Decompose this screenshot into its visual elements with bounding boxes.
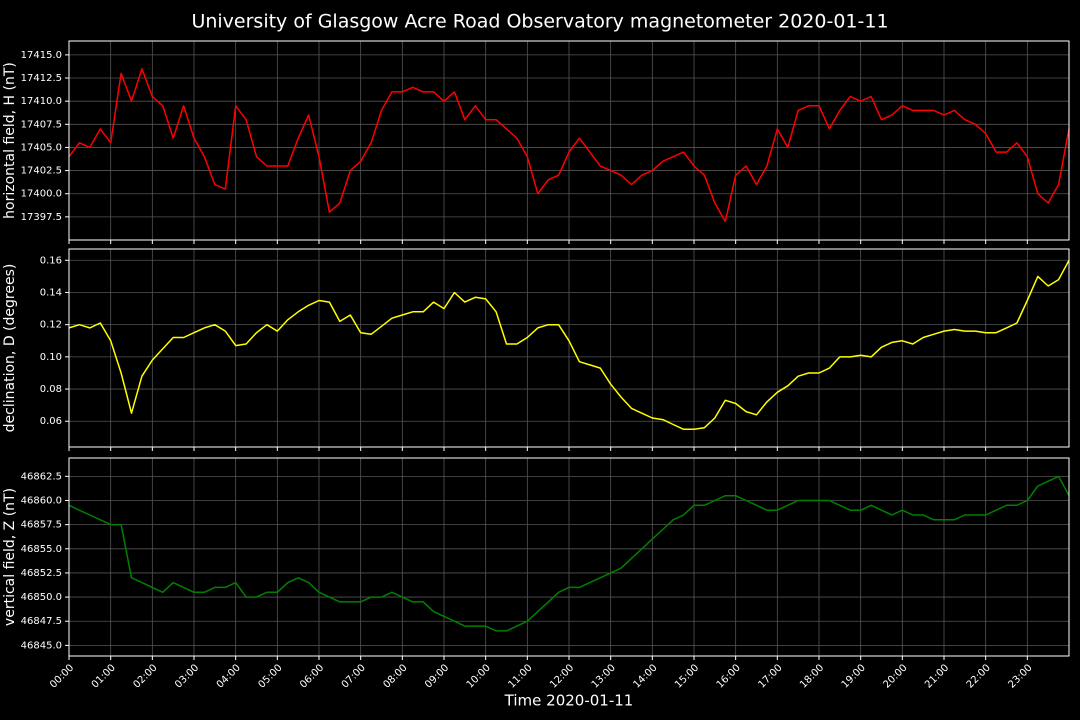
- x-tick-label: 12:00: [548, 662, 576, 690]
- y-tick-label: 46845.0: [21, 640, 62, 651]
- x-tick-label: 17:00: [756, 662, 784, 690]
- y-tick-label: 17412.5: [21, 73, 62, 84]
- y-tick-label: 46860.0: [21, 495, 62, 506]
- x-tick-label: 06:00: [298, 662, 326, 690]
- x-axis-label: Time 2020-01-11: [504, 692, 634, 710]
- data-line: [68, 68, 1070, 223]
- x-tick-label: 01:00: [90, 662, 118, 690]
- x-tick-label: 05:00: [256, 662, 284, 690]
- axes-frame: [68, 248, 1070, 448]
- y-tick-label: 17407.5: [21, 119, 62, 130]
- x-tick-label: 02:00: [131, 662, 159, 690]
- y-tick-label: 0.16: [40, 255, 62, 266]
- x-tick-label: 09:00: [423, 662, 451, 690]
- x-tick-label: 19:00: [840, 662, 868, 690]
- y-tick-label: 46855.0: [21, 544, 62, 555]
- y-tick-label: 17405.0: [21, 142, 62, 153]
- y-axis-label: vertical field, Z (nT): [2, 488, 18, 626]
- x-tick-label: 15:00: [673, 662, 701, 690]
- axes-frame: [68, 40, 1070, 241]
- y-tick-label: 17402.5: [21, 166, 62, 177]
- x-tick-label: 07:00: [340, 662, 368, 690]
- y-tick-label: 0.14: [40, 287, 62, 298]
- y-tick-label: 0.06: [40, 416, 62, 427]
- y-tick-label: 46847.5: [21, 616, 62, 627]
- y-tick-label: 46852.5: [21, 568, 62, 579]
- x-tick-label: 08:00: [381, 662, 409, 690]
- y-tick-label: 17400.0: [21, 189, 62, 200]
- x-tick-label: 23:00: [1006, 662, 1034, 690]
- y-tick-label: 0.08: [40, 384, 62, 395]
- x-tick-label: 13:00: [590, 662, 618, 690]
- y-axis-label: declination, D (degrees): [2, 264, 18, 433]
- x-tick-label: 18:00: [798, 662, 826, 690]
- x-tick-label: 22:00: [965, 662, 993, 690]
- data-line: [68, 475, 1070, 632]
- y-tick-label: 46850.0: [21, 592, 62, 603]
- y-tick-label: 46857.5: [21, 520, 62, 531]
- x-tick-label: 04:00: [215, 662, 243, 690]
- axes-frame: [68, 457, 1070, 657]
- y-tick-label: 0.12: [40, 320, 62, 331]
- x-tick-label: 11:00: [506, 662, 534, 690]
- x-tick-label: 00:00: [48, 662, 76, 690]
- x-tick-label: 20:00: [881, 662, 909, 690]
- y-axis-label: horizontal field, H (nT): [2, 62, 18, 219]
- y-tick-label: 0.10: [40, 352, 62, 363]
- x-tick-label: 16:00: [715, 662, 743, 690]
- y-tick-label: 17410.0: [21, 96, 62, 107]
- x-tick-label: 10:00: [465, 662, 493, 690]
- figure-title: University of Glasgow Acre Road Observat…: [191, 11, 888, 33]
- x-tick-label: 14:00: [631, 662, 659, 690]
- data-line: [68, 259, 1070, 431]
- x-tick-label: 21:00: [923, 662, 951, 690]
- y-tick-label: 17415.0: [21, 50, 62, 61]
- y-tick-label: 17397.5: [21, 212, 62, 223]
- y-tick-label: 46862.5: [21, 471, 62, 482]
- x-tick-label: 03:00: [173, 662, 201, 690]
